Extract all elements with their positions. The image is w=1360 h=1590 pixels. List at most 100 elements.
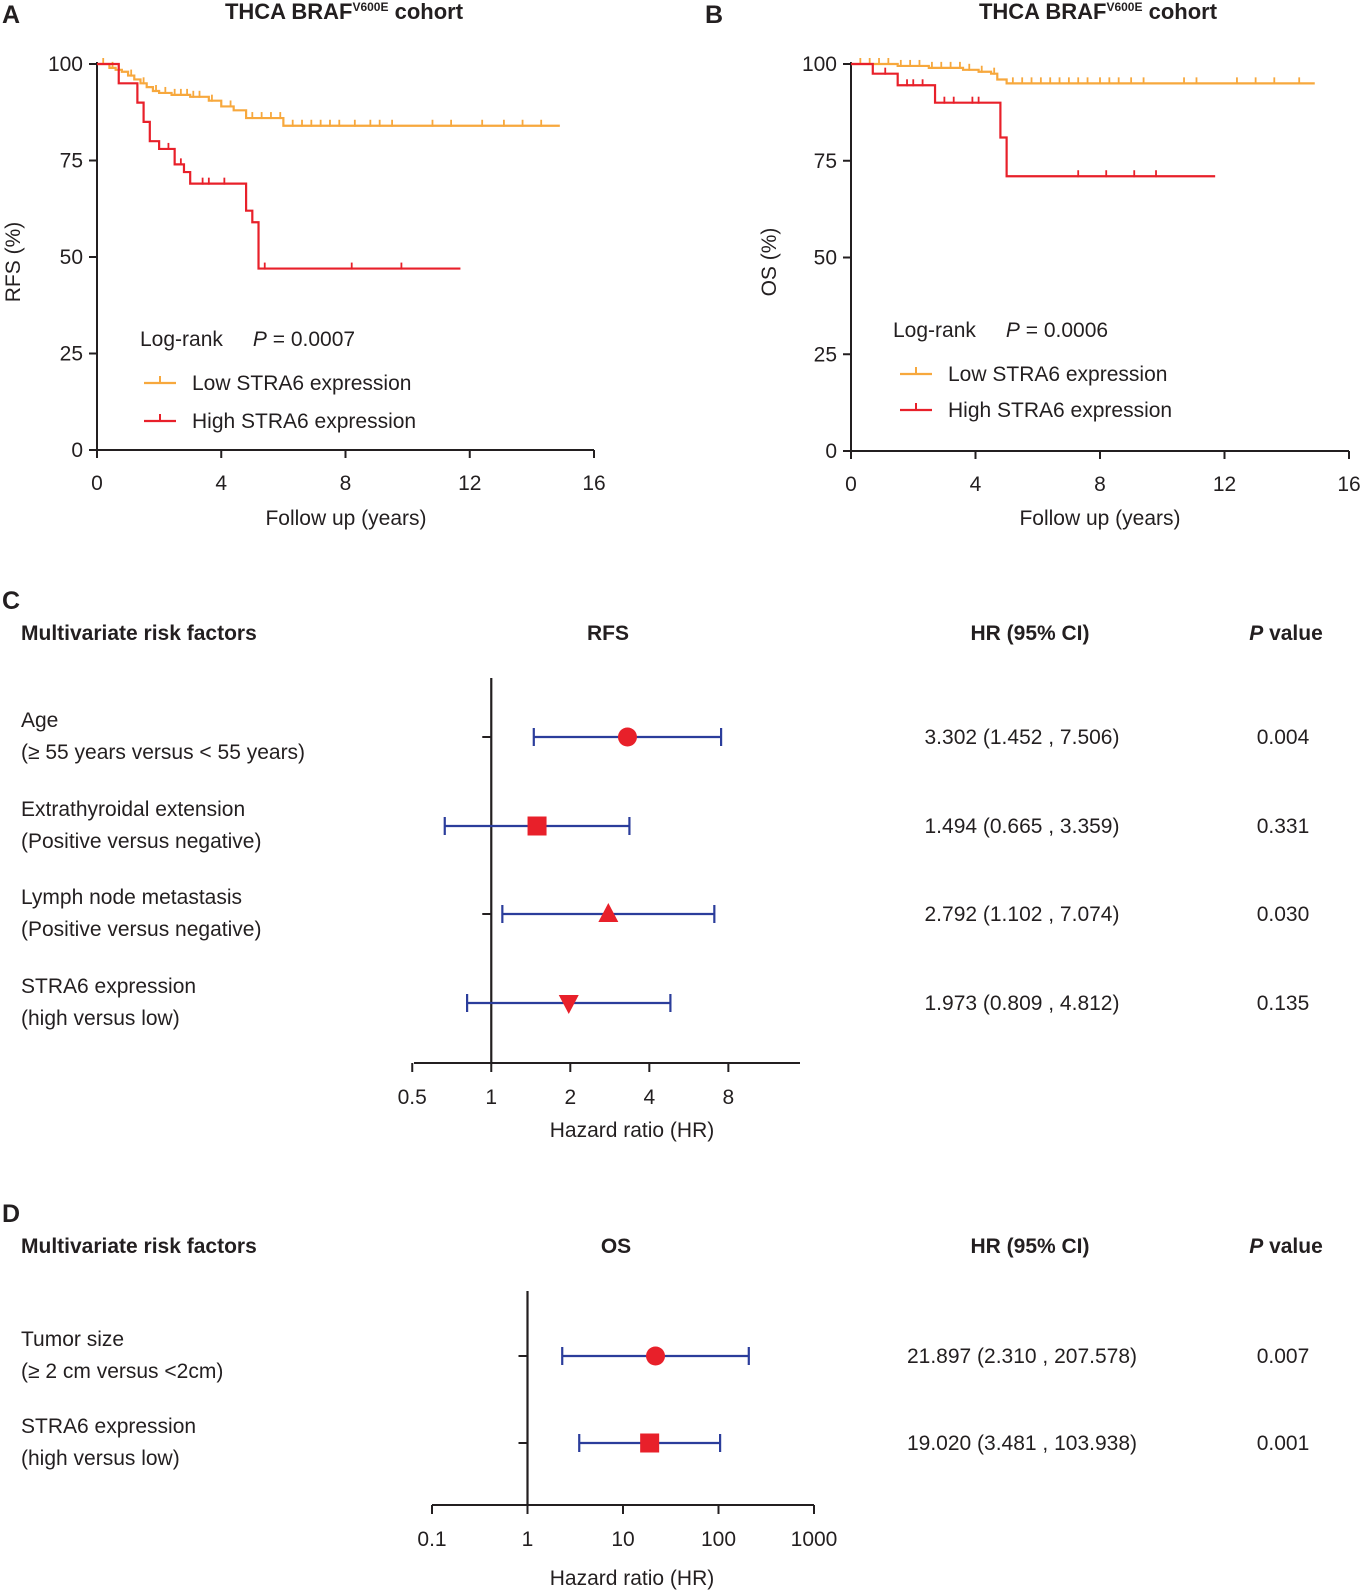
panel-d-forest: 0.1 1 10 100 1000 Tumor size (≥ 2 cm versus <2… [21, 1291, 1309, 1551]
km-curve-high [851, 62, 1216, 178]
panel-c-letter: C [2, 587, 20, 615]
hr-point-circle [646, 1346, 666, 1366]
panel-c-xlabel: Hazard ratio (HR) [550, 1119, 715, 1142]
y-tick-label: 100 [48, 53, 83, 76]
panel-c-header-factors: Multivariate risk factors [21, 622, 257, 645]
y-tick-label: 25 [814, 343, 837, 366]
x-tick-label: 12 [1213, 473, 1236, 496]
panel-b-title: THCA BRAFV600E cohort [979, 0, 1218, 24]
hr-ci-text: 2.792 (1.102 , 7.074) [925, 903, 1120, 926]
factor-label: Extrathyroidal extension [21, 798, 245, 821]
p-value-text: 0.001 [1257, 1432, 1310, 1455]
panel-a-title: THCA BRAFV600E cohort [225, 0, 464, 24]
hr-axis-tick-label: 8 [723, 1086, 735, 1109]
hr-axis-tick-label: 100 [701, 1528, 736, 1551]
panel-c: C Multivariate risk factors RFS HR (95% … [2, 587, 1323, 1142]
x-tick-label: 4 [215, 472, 227, 495]
y-tick-label: 100 [802, 53, 837, 76]
panel-a-legend-entries: Low STRA6 expression High STRA6 expressio… [144, 372, 416, 433]
panel-a: A THCA BRAFV600E cohort 0 4 8 12 16 0 25 50 75 10… [2, 0, 606, 530]
panel-c-header-plot: RFS [587, 622, 629, 645]
panel-d-letter: D [2, 1200, 20, 1228]
legend-label-low: Low STRA6 expression [948, 363, 1167, 386]
hr-ci-text: 21.897 (2.310 , 207.578) [907, 1345, 1137, 1368]
p-value-text: 0.004 [1257, 726, 1310, 749]
panel-c-header-hr: HR (95% CI) [970, 622, 1089, 645]
panel-b-ylabel: OS (%) [758, 228, 781, 297]
hr-ci-text: 3.302 (1.452 , 7.506) [925, 726, 1120, 749]
p-value-text: 0.007 [1257, 1345, 1310, 1368]
x-tick-label: 8 [1094, 473, 1106, 496]
factor-label: Tumor size [21, 1328, 124, 1351]
hr-point-triangle-down [558, 995, 579, 1014]
factor-sublabel: (≥ 2 cm versus <2cm) [21, 1360, 223, 1383]
panel-d-header-hr: HR (95% CI) [970, 1235, 1089, 1258]
panel-d-xlabel: Hazard ratio (HR) [550, 1567, 715, 1590]
panel-d: D Multivariate risk factors OS HR (95% C… [2, 1200, 1323, 1590]
hr-point-square [527, 816, 547, 836]
hr-ci-text: 1.973 (0.809 , 4.812) [925, 992, 1120, 1015]
hr-axis-tick-label: 1 [522, 1528, 534, 1551]
factor-sublabel: (≥ 55 years versus < 55 years) [21, 741, 305, 764]
panel-a-series [97, 58, 560, 270]
factor-sublabel: (Positive versus negative) [21, 918, 261, 941]
y-tick-label: 50 [60, 246, 83, 269]
y-tick-label: 50 [814, 247, 837, 270]
panel-b-legend: Log-rank P = 0.0006 Low STRA6 expression H… [893, 319, 1172, 422]
x-tick-label: 8 [340, 472, 352, 495]
p-value-text: 0.030 [1257, 903, 1310, 926]
hr-axis-tick-label: 1 [485, 1086, 497, 1109]
hr-point-square [640, 1433, 660, 1453]
factor-label: STRA6 expression [21, 975, 196, 998]
hr-axis-tick-label: 10 [611, 1528, 634, 1551]
y-tick-label: 25 [60, 343, 83, 366]
factor-label: STRA6 expression [21, 1415, 196, 1438]
panel-b-axes: 0 4 8 12 16 0 25 50 75 100 [802, 53, 1360, 496]
panel-a-legend: Log-rank P = 0.0007 Low STRA6 expression H… [140, 328, 416, 433]
y-tick-label: 75 [60, 150, 83, 173]
panel-b-xlabel: Follow up (years) [1019, 507, 1180, 530]
legend-label-low: Low STRA6 expression [192, 372, 411, 395]
hr-axis-tick-label: 4 [643, 1086, 655, 1109]
factor-label: Age [21, 709, 58, 732]
factor-sublabel: (high versus low) [21, 1007, 180, 1030]
km-curve-low [851, 62, 1315, 85]
panel-a-logrank: Log-rank P = 0.0007 [140, 328, 355, 351]
hr-axis-tick-label: 2 [564, 1086, 576, 1109]
y-tick-label: 0 [71, 439, 83, 462]
hr-ci-text: 19.020 (3.481 , 103.938) [907, 1432, 1137, 1455]
panel-a-xlabel: Follow up (years) [265, 507, 426, 530]
x-tick-label: 4 [970, 473, 982, 496]
panel-b-logrank: Log-rank P = 0.0006 [893, 319, 1108, 342]
km-curve-low [97, 62, 560, 127]
hr-point-triangle-up [598, 903, 619, 922]
hr-axis-tick-label: 1000 [791, 1528, 838, 1551]
x-tick-label: 16 [582, 472, 605, 495]
km-curve-high [97, 62, 461, 270]
hr-ci-text: 1.494 (0.665 , 3.359) [925, 815, 1120, 838]
factor-sublabel: (Positive versus negative) [21, 830, 261, 853]
p-value-text: 0.135 [1257, 992, 1310, 1015]
y-tick-label: 0 [825, 440, 837, 463]
x-tick-label: 12 [458, 472, 481, 495]
x-tick-label: 0 [91, 472, 103, 495]
panel-b: B THCA BRAFV600E cohort 0 4 8 12 16 0 25 50 75 10… [705, 0, 1360, 530]
legend-label-high: High STRA6 expression [948, 399, 1172, 422]
panel-d-header-plot: OS [601, 1235, 631, 1258]
panel-d-header-factors: Multivariate risk factors [21, 1235, 257, 1258]
factor-label: Lymph node metastasis [21, 886, 242, 909]
panel-b-legend-entries: Low STRA6 expression High STRA6 expressio… [900, 363, 1172, 422]
hr-point-circle [617, 727, 637, 747]
panel-b-letter: B [705, 1, 723, 29]
hr-axis-tick-label: 0.1 [417, 1528, 446, 1551]
panel-c-header-p: P value [1249, 622, 1323, 645]
panel-b-series [851, 58, 1315, 178]
panel-a-letter: A [2, 1, 20, 29]
panel-a-axes: 0 4 8 12 16 0 25 50 75 100 [48, 53, 606, 495]
panel-c-forest: 0.5 1 2 4 8 Age (≥ 55 years versus < 55 years)… [21, 678, 1310, 1109]
y-tick-label: 75 [814, 150, 837, 173]
panel-a-ylabel: RFS (%) [2, 222, 25, 303]
p-value-text: 0.331 [1257, 815, 1310, 838]
legend-label-high: High STRA6 expression [192, 410, 416, 433]
